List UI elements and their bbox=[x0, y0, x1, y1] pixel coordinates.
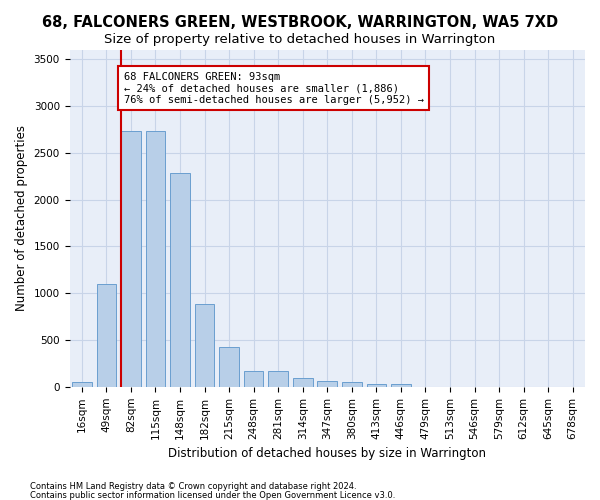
Text: Contains public sector information licensed under the Open Government Licence v3: Contains public sector information licen… bbox=[30, 490, 395, 500]
Text: Size of property relative to detached houses in Warrington: Size of property relative to detached ho… bbox=[104, 32, 496, 46]
Bar bbox=[97, 284, 116, 387]
Bar bbox=[170, 172, 190, 387]
Bar bbox=[367, 384, 386, 387]
Bar bbox=[342, 382, 362, 387]
Bar bbox=[391, 384, 411, 387]
Bar bbox=[146, 132, 165, 387]
X-axis label: Distribution of detached houses by size in Warrington: Distribution of detached houses by size … bbox=[168, 447, 486, 460]
Y-axis label: Number of detached properties: Number of detached properties bbox=[15, 126, 28, 312]
Bar bbox=[293, 378, 313, 387]
Bar bbox=[219, 346, 239, 387]
Text: 68, FALCONERS GREEN, WESTBROOK, WARRINGTON, WA5 7XD: 68, FALCONERS GREEN, WESTBROOK, WARRINGT… bbox=[42, 15, 558, 30]
Bar bbox=[72, 382, 92, 387]
Bar bbox=[244, 371, 263, 387]
Bar bbox=[268, 372, 288, 387]
Text: Contains HM Land Registry data © Crown copyright and database right 2024.: Contains HM Land Registry data © Crown c… bbox=[30, 482, 356, 491]
Bar bbox=[121, 132, 141, 387]
Bar bbox=[317, 381, 337, 387]
Bar bbox=[195, 304, 214, 387]
Text: 68 FALCONERS GREEN: 93sqm
← 24% of detached houses are smaller (1,886)
76% of se: 68 FALCONERS GREEN: 93sqm ← 24% of detac… bbox=[124, 72, 424, 104]
